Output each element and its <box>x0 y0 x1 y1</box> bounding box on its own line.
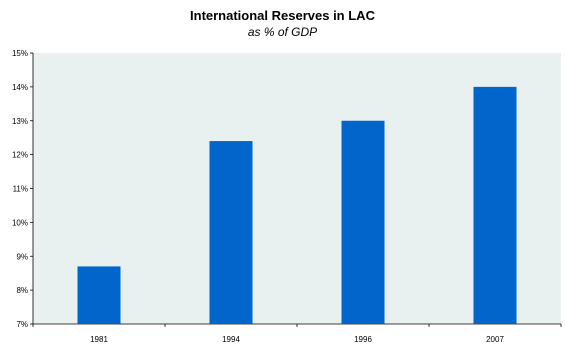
bar-2007 <box>473 86 517 324</box>
x-tick-label: 1994 <box>222 335 240 344</box>
chart-subtitle: as % of GDP <box>247 25 318 39</box>
chart-title: International Reserves in LAC <box>190 8 375 23</box>
y-tick-label: 7% <box>16 320 28 329</box>
y-tick-label: 10% <box>12 218 28 227</box>
bar-1994 <box>209 141 253 324</box>
y-tick-label: 12% <box>12 151 28 160</box>
y-tick-label: 11% <box>13 185 28 194</box>
bar-1981 <box>77 266 121 324</box>
y-tick-label: 13% <box>12 117 28 126</box>
plot-area <box>33 53 561 324</box>
x-tick-label: 1996 <box>354 335 372 344</box>
y-tick-label: 14% <box>12 83 28 92</box>
bar-1996 <box>341 120 385 324</box>
y-tick-label: 15% <box>12 49 28 58</box>
x-tick-label: 2007 <box>486 335 504 344</box>
y-tick-label: 9% <box>16 252 28 261</box>
x-tick-label: 1981 <box>90 335 108 344</box>
y-tick-label: 8% <box>16 286 28 295</box>
